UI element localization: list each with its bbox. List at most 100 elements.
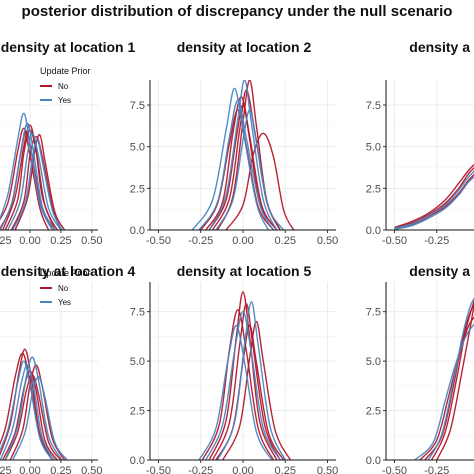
panel-5: density at location 5 0.0 2.5 5.0 7.5 -0.50 -0…: [130, 263, 339, 474]
density-line-yes: [4, 356, 63, 460]
x-tick-label: 0.25: [275, 465, 296, 474]
x-tick-label: 0.25: [50, 235, 71, 247]
x-tick-label: 0.25: [275, 235, 296, 247]
x-tick-label: 0.50: [81, 235, 102, 247]
density-line-no: [0, 127, 50, 230]
figure-title: posterior distribution of discrepancy un…: [22, 3, 453, 20]
density-line-yes: [198, 324, 273, 460]
density-line-no: [2, 124, 58, 230]
panel-title: density at location 5: [177, 263, 312, 279]
y-tick-label: 2.5: [130, 183, 145, 195]
y-tick-label: 5.0: [130, 142, 145, 154]
x-tick-label: 0.00: [232, 465, 253, 474]
density-line-yes: [205, 310, 281, 460]
density-line-yes: [191, 87, 269, 230]
panel-1: density at location 1-0.50-0.250.000.250…: [0, 39, 136, 247]
legend-label-yes: Yes: [58, 298, 71, 307]
x-tick-label: -0.50: [382, 465, 407, 474]
gridlines: [150, 282, 336, 460]
density-line-yes: [0, 360, 53, 460]
density-line-yes: [12, 376, 68, 460]
density-line-no: [211, 303, 281, 460]
panel-grid: density at location 1 -0.50 -0.25 0.00 0.25 0…: [0, 39, 474, 474]
panel-title: density at location 1: [1, 39, 136, 55]
gridlines: [386, 282, 474, 460]
x-tick-label: -0.25: [424, 235, 449, 247]
density-line-yes: [198, 99, 275, 230]
y-tick-label: 5.0: [130, 356, 145, 368]
series-group: [0, 112, 66, 230]
y-tick-label: 0.0: [130, 455, 145, 467]
density-line-no: [222, 320, 291, 460]
series-group: [198, 291, 291, 460]
density-line-yes: [208, 80, 278, 230]
series-group: [191, 80, 295, 230]
density-line-no: [225, 132, 295, 230]
density-line-no: [431, 299, 474, 460]
x-tick-label: 0.25: [50, 465, 71, 474]
y-tick-label: 2.5: [366, 406, 381, 418]
x-tick-label: 0.50: [81, 465, 102, 474]
panel-title: density at location 4: [1, 263, 136, 279]
panel-3: density a 0.0 2.5 5.0 7.5 -0.50 -0.25: [366, 39, 474, 247]
x-tick-label: -0.50: [146, 465, 171, 474]
density-line-no: [394, 163, 474, 229]
y-tick-label: 7.5: [366, 307, 381, 319]
legend-title: Update Prior: [40, 268, 91, 278]
density-line-yes: [215, 109, 285, 230]
panel-6: density a 0.0 2.5 5.0 7.5 -0.50 -0.25: [366, 263, 474, 474]
series-group: [414, 297, 474, 460]
density-line-no: [424, 302, 474, 460]
panel-title: density a: [409, 263, 470, 279]
density-line-yes: [0, 122, 56, 230]
density-line-yes: [0, 364, 56, 460]
density-line-yes: [414, 323, 474, 460]
density-line-yes: [217, 301, 286, 460]
density-line-no: [4, 374, 62, 460]
density-line-yes: [0, 112, 53, 230]
density-line-no: [208, 291, 278, 460]
y-tick-label: 0.0: [366, 225, 381, 237]
legend-label-no: No: [58, 284, 69, 293]
x-tick-label: 0.00: [19, 235, 40, 247]
density-line-yes: [394, 170, 474, 230]
legend-label-yes: Yes: [58, 96, 71, 105]
panel-4: density at location 4-0.50-0.250.000.250…: [0, 263, 136, 474]
y-tick-label: 7.5: [130, 307, 145, 319]
x-tick-label: 0.50: [317, 235, 338, 247]
density-line-no: [10, 135, 62, 230]
density-line-no: [394, 166, 474, 230]
density-line-yes: [7, 132, 62, 230]
y-tick-label: 0.0: [366, 455, 381, 467]
x-tick-label: -0.25: [0, 465, 12, 474]
x-tick-label: -0.50: [146, 235, 171, 247]
x-tick-label: -0.25: [0, 235, 12, 247]
x-tick-label: 0.00: [232, 235, 253, 247]
series-group: [394, 163, 474, 230]
x-tick-label: -0.25: [424, 465, 449, 474]
legend-label-no: No: [58, 82, 69, 91]
x-tick-label: 0.50: [317, 465, 338, 474]
density-line-no: [201, 308, 275, 460]
x-tick-label: 0.00: [19, 465, 40, 474]
x-tick-label: -0.25: [188, 235, 213, 247]
legend: Update Prior No Yes: [39, 66, 91, 105]
y-tick-label: 5.0: [366, 356, 381, 368]
density-line-no: [0, 348, 53, 460]
density-line-no: [436, 301, 474, 460]
x-tick-label: -0.50: [382, 235, 407, 247]
legend: Update Prior No Yes: [39, 268, 91, 307]
y-tick-label: 2.5: [366, 183, 381, 195]
density-line-no: [9, 364, 66, 460]
y-tick-label: 0.0: [130, 225, 145, 237]
legend-title: Update Prior: [40, 66, 91, 76]
panel-title: density at location 2: [177, 39, 312, 55]
density-line-no: [14, 134, 66, 230]
panel-title: density a: [409, 39, 470, 55]
density-line-no: [394, 173, 474, 230]
gridlines: [386, 80, 474, 230]
density-line-yes: [394, 176, 474, 230]
x-tick-label: -0.25: [188, 465, 213, 474]
density-line-yes: [427, 297, 474, 460]
